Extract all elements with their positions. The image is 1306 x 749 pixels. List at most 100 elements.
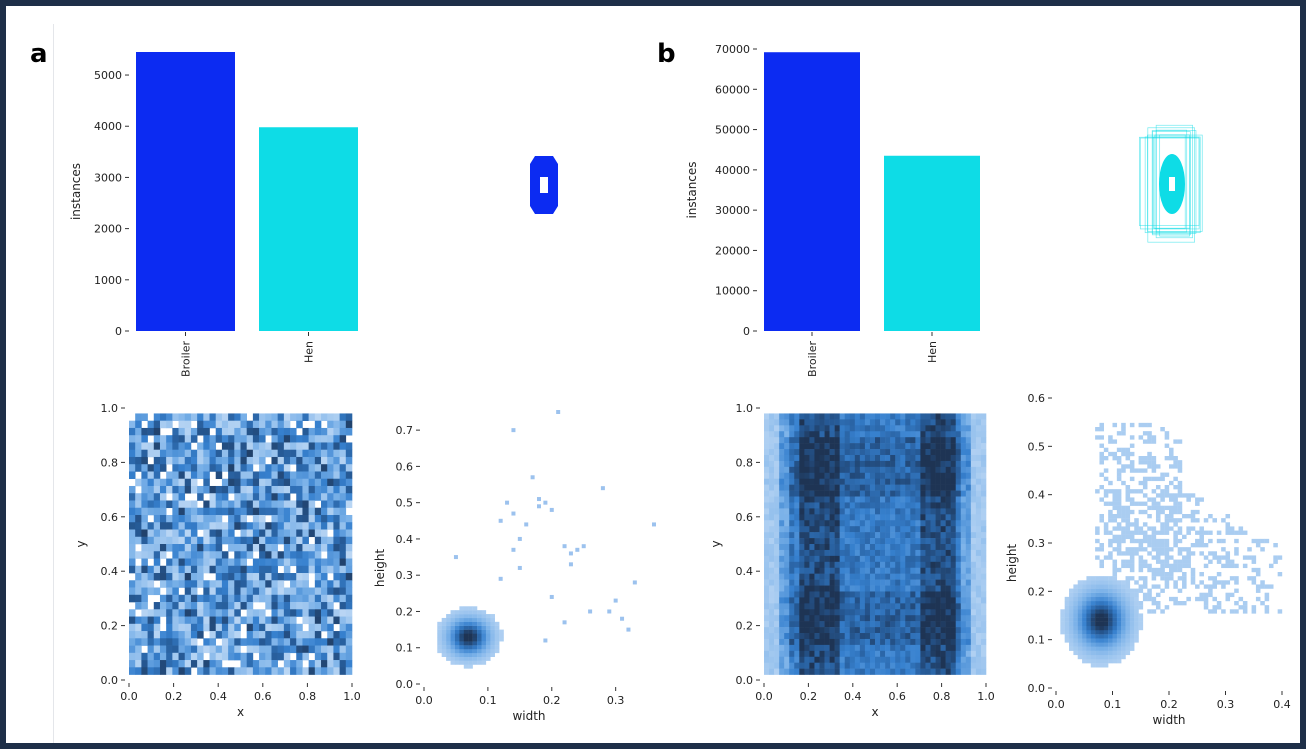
- panel-b-xy-hist-cell: [960, 425, 967, 432]
- panel-a-xy-hist-cell: [240, 435, 247, 443]
- panel-a-xy-hist-cell: [277, 631, 285, 639]
- panel-b-xy-hist-cell: [769, 585, 775, 592]
- panel-b-xy-hist-cell: [880, 437, 886, 444]
- panel-b-xy-hist-cell: [809, 555, 815, 563]
- panel-b-xy-hist-cell: [910, 656, 916, 663]
- panel-b-wh-hist-cell: [1116, 634, 1122, 639]
- panel-a-xy-hist-cell: [259, 660, 266, 668]
- panel-b-xy-hist-cell: [900, 449, 906, 456]
- panel-b-wh-hist-cell: [1095, 592, 1100, 598]
- panel-b-wh-hist-cell: [1086, 613, 1091, 618]
- panel-b-xy-hist-cell: [950, 437, 957, 444]
- panel-b-wh-hist-cell: [1164, 584, 1170, 589]
- panel-b-xy-hist-cell: [975, 514, 982, 521]
- panel-a-wh-hist-cell: [472, 660, 478, 665]
- panel-b-xy-hist-cell: [935, 638, 941, 646]
- panel-a-xy-hist-cell: [135, 442, 142, 451]
- panel-b-xy-hist-cell: [819, 644, 825, 652]
- panel-b-xy-hist-cell: [814, 609, 820, 616]
- panel-b-xy-hist-cell: [930, 532, 936, 539]
- panel-a-wh-hist-cell: [472, 633, 478, 638]
- panel-b-xy-hist-cell: [965, 520, 972, 527]
- panel-b-xy-hist-cell: [764, 561, 770, 569]
- panel-a-xy-hist-cell: [252, 558, 260, 567]
- panel-b-xy-hist-cell: [769, 662, 775, 669]
- panel-b-xy-hist-cell: [829, 526, 835, 533]
- panel-b-xy-hist-cell: [895, 508, 901, 515]
- panel-b-wh-hist-cell: [1121, 530, 1126, 535]
- panel-b-xy-hist-cell: [920, 508, 926, 515]
- panel-b-wh-hist-cell: [1199, 538, 1204, 544]
- panel-a-xy-hist-cell: [259, 427, 266, 436]
- panel-a-xy-hist-cell: [339, 427, 347, 436]
- panel-b-xy-hist-cell: [930, 419, 936, 426]
- panel-a-xy-hist-cell: [178, 478, 186, 487]
- panel-b-xy-hist-cell: [915, 431, 921, 438]
- panel-b-xy-hist-cell: [799, 496, 805, 503]
- panel-a-xy-hist-cell: [147, 471, 155, 480]
- panel-b-xy-hist-cell: [829, 650, 835, 658]
- panel-a-wh-hist-cell: [485, 649, 491, 654]
- panel-a-xy-hist-cell: [308, 507, 316, 516]
- panel-a-xy-hist-cell: [141, 536, 148, 545]
- panel-b-xy-hist-cell: [784, 555, 790, 563]
- panel-b-xy-hist-cell: [975, 460, 982, 468]
- panel-b-xy-hist-cell: [859, 496, 866, 503]
- panel-a-xy-hist-cell: [147, 623, 155, 632]
- panel-b-xy-hist-cell: [854, 585, 861, 592]
- panel-b-wh-ylabel: height: [1005, 544, 1019, 583]
- panel-b-xy-hist-cell: [890, 496, 896, 503]
- panel-b-wh-hist-cell: [1177, 559, 1183, 564]
- panel-b-wh-hist-cell: [1273, 543, 1278, 548]
- panel-b-xy-hist-cell: [829, 472, 835, 480]
- panel-b-wh-hist-cell: [1121, 464, 1126, 469]
- panel-b-wh-hist-cell: [1099, 543, 1105, 548]
- panel-b-xy-hist-cell: [885, 544, 891, 551]
- panel-a-wh-hist-cell: [477, 645, 482, 650]
- panel-a-xy-hist-cell: [203, 500, 210, 509]
- panel-b-wh-hist-cell: [1208, 576, 1213, 581]
- panel-a-xy-hist-cell: [141, 478, 148, 487]
- panel-b-wh-hist-cell: [1160, 547, 1165, 552]
- panel-b-xy-hist-cell: [824, 496, 830, 503]
- panel-b-wh-hist-cell: [1103, 646, 1109, 651]
- panel-a-xy-hist-cell: [271, 493, 278, 501]
- panel-b-xy-hist-cell: [975, 437, 982, 444]
- panel-b-xy-hist-cell: [945, 425, 951, 432]
- panel-a-xy-hist-cell: [221, 442, 229, 451]
- panel-b-xy-hist-cell: [935, 544, 941, 551]
- panel-a-xy-hist-cell: [190, 464, 198, 472]
- panel-b-wh-hist-cell: [1095, 580, 1100, 585]
- panel-a-wh-hist-cell: [441, 637, 447, 642]
- panel-b-xy-hist-cell: [799, 633, 805, 640]
- panel-b-wh-hist-cell: [1208, 584, 1213, 589]
- panel-a-wh-hist-cell: [468, 606, 473, 611]
- panel-b-xy-hist-cell: [900, 544, 906, 551]
- panel-b-xy-hist-cell: [980, 454, 987, 462]
- panel-b-xy-hist-cell: [930, 544, 936, 551]
- panel-a-xy-hist-cell: [197, 493, 204, 501]
- panel-a-xy-hist-cell: [240, 616, 247, 625]
- panel-a-xy-hist-cell: [333, 442, 340, 451]
- panel-b-xy-hist-cell: [764, 662, 770, 669]
- panel-b-wh-hist-cell: [1195, 501, 1200, 506]
- panel-a-xy-hist-cell: [314, 660, 322, 668]
- panel-b-xy-hist-cell: [844, 627, 851, 634]
- panel-b-wh-hist-cell: [1073, 596, 1078, 602]
- panel-a-wh-hist-cell: [450, 629, 456, 634]
- panel-b-wh-hist-cell: [1151, 497, 1157, 502]
- panel-b-wh-hist-cell: [1099, 605, 1105, 610]
- panel-b-xy-hist-cell: [814, 662, 820, 669]
- panel-a-wh-hist-cell: [490, 625, 495, 630]
- panel-b-xy-hist-cell: [935, 431, 941, 438]
- panel-b-xy-hist-cell: [764, 460, 770, 468]
- panel-b-xy-hist-cell: [930, 496, 936, 503]
- panel-b-xy-hist-cell: [839, 555, 846, 563]
- panel-a-xy-hist-cell: [215, 427, 223, 436]
- panel-b-wh-hist-cell: [1121, 534, 1126, 540]
- panel-b-wh-hist-cell: [1086, 609, 1091, 614]
- panel-a-xy-hist-cell: [129, 544, 136, 552]
- panel-a-xy-hist-cell: [197, 558, 204, 567]
- panel-b-xy-hist-cell: [769, 460, 775, 468]
- panel-b-xy-hist-cell: [844, 490, 851, 497]
